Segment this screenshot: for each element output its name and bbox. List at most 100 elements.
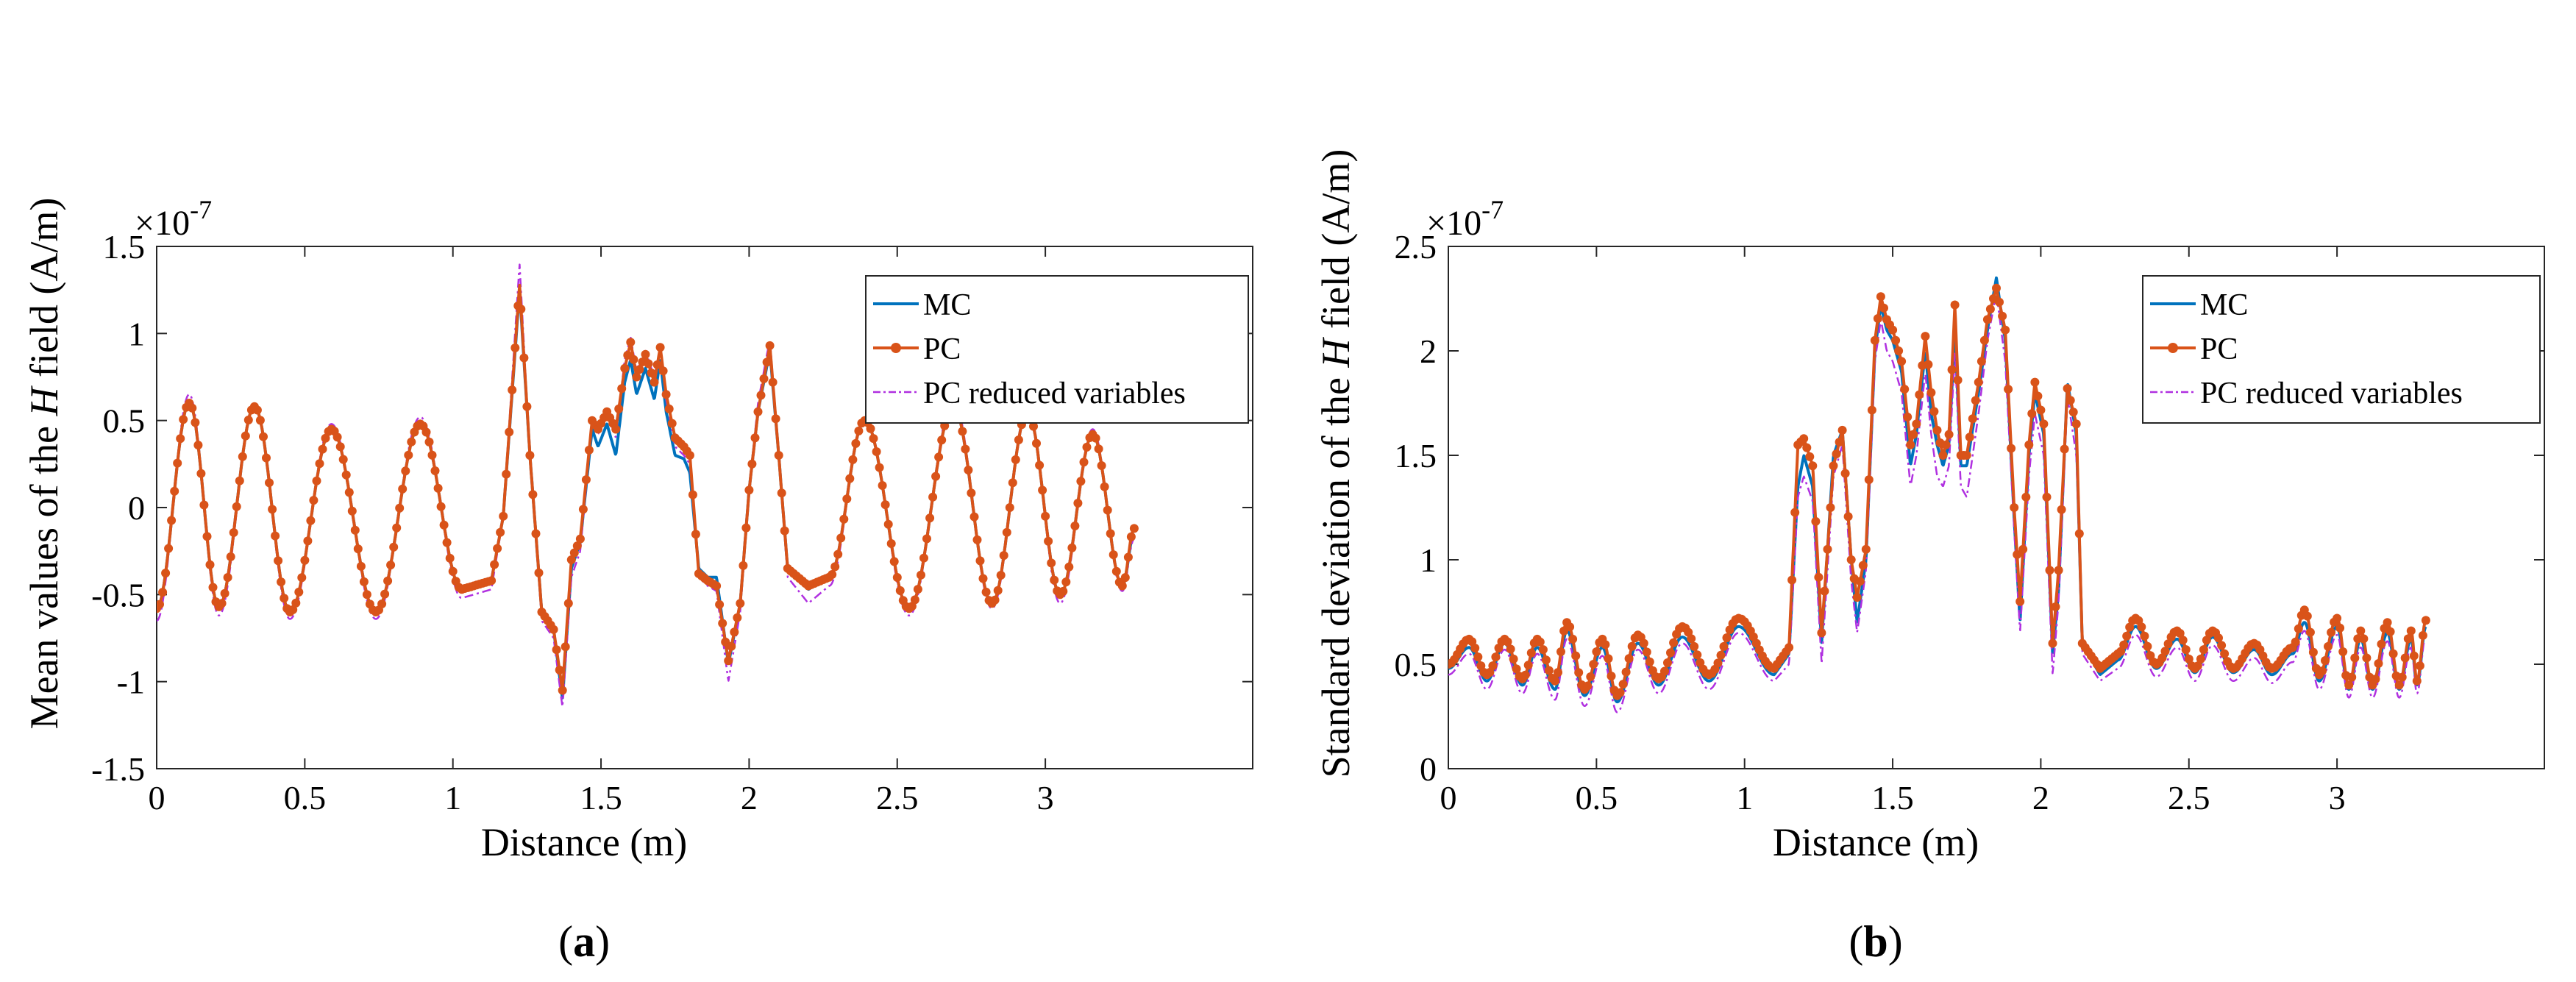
series-markers-pc <box>1448 283 2430 700</box>
panel-label-close: ) <box>1888 917 1903 966</box>
pc-marker <box>424 437 434 446</box>
y-tick-label: 2 <box>1420 332 1437 370</box>
pc-marker <box>1870 335 1879 345</box>
pc-marker <box>990 595 1000 605</box>
y-tick-label: 0.5 <box>103 402 146 440</box>
y-tick-label: 0 <box>128 489 145 527</box>
pc-marker <box>2060 444 2069 454</box>
pc-marker <box>1097 461 1106 470</box>
pc-marker <box>229 528 238 537</box>
pc-marker <box>2013 549 2022 559</box>
pc-marker <box>1690 641 1699 651</box>
pc-marker <box>1888 325 1898 335</box>
pc-marker <box>1604 654 1613 663</box>
pc-marker <box>839 514 849 524</box>
pc-marker <box>2175 629 2185 638</box>
pc-marker <box>2347 672 2357 682</box>
y-axis-label-suffix: field (A/m) <box>1314 149 1358 339</box>
pc-marker <box>2418 630 2427 640</box>
pc-marker <box>157 599 164 609</box>
pc-marker <box>733 613 742 622</box>
pc-marker <box>762 357 772 367</box>
pc-marker <box>398 484 408 494</box>
x-tick-label: 0.5 <box>1576 779 1618 816</box>
pc-marker <box>1785 643 1794 652</box>
pc-marker <box>404 450 413 460</box>
pc-marker <box>2184 654 2193 663</box>
pc-marker <box>1814 572 1824 582</box>
pc-marker <box>179 415 188 424</box>
pc-marker <box>297 573 307 583</box>
pc-marker <box>1669 638 1679 647</box>
pc-marker <box>2010 503 2019 512</box>
pc-marker <box>836 533 846 543</box>
pc-marker <box>828 570 837 579</box>
pc-marker <box>1064 562 1074 572</box>
pc-marker <box>490 560 499 569</box>
pc-marker <box>1876 292 1885 302</box>
pc-marker <box>315 459 324 469</box>
legend-entry: PC reduced variables <box>923 377 1186 410</box>
pc-marker <box>2333 613 2342 623</box>
pc-marker <box>996 571 1006 580</box>
pc-marker <box>1666 648 1675 658</box>
y-tick-label: -1 <box>117 663 145 701</box>
pc-marker <box>1802 443 1812 452</box>
pc-marker <box>1926 388 1936 397</box>
pc-marker <box>549 625 558 634</box>
pc-marker <box>774 451 783 460</box>
pc-marker <box>958 427 967 436</box>
legend-entry: MC <box>2200 288 2248 322</box>
pc-marker <box>226 552 235 561</box>
pc-marker <box>1061 577 1071 587</box>
pc-marker <box>1079 458 1089 467</box>
pc-marker <box>312 476 321 485</box>
pc-marker <box>338 455 348 464</box>
pc-marker <box>1663 658 1672 667</box>
pc-marker <box>2074 529 2084 538</box>
pc-marker <box>421 427 431 437</box>
pc-marker <box>1971 396 1980 405</box>
series-markers-pc <box>157 301 1139 695</box>
pc-marker <box>2302 611 2312 621</box>
x-tick-label: 2.5 <box>2168 779 2210 816</box>
pc-marker <box>341 470 351 480</box>
pc-marker <box>688 490 697 499</box>
pc-marker <box>655 343 665 352</box>
pc-marker <box>2051 602 2060 611</box>
pc-marker <box>2359 634 2369 644</box>
pc-marker <box>961 444 970 454</box>
pc-marker <box>356 561 366 571</box>
pc-marker <box>306 516 316 525</box>
pc-marker <box>892 573 902 582</box>
pc-marker <box>727 641 736 651</box>
pc-marker <box>2318 666 2327 676</box>
pc-marker <box>629 355 638 364</box>
pc-marker <box>205 560 215 569</box>
pc-marker <box>1879 303 1888 313</box>
pc-marker <box>1826 503 1835 512</box>
pc-marker <box>919 553 928 563</box>
pc-marker <box>883 519 893 529</box>
pc-marker <box>344 488 354 497</box>
x-tick-label: 0.5 <box>284 779 327 816</box>
pc-marker <box>730 627 739 637</box>
y-exponent-power: -7 <box>190 195 212 224</box>
pc-marker <box>427 450 437 460</box>
pc-marker <box>1995 297 2004 307</box>
pc-marker <box>886 539 896 548</box>
pc-marker <box>747 459 757 469</box>
pc-marker <box>386 561 396 570</box>
pc-marker <box>937 435 947 445</box>
pc-marker <box>1858 561 1868 570</box>
pc-marker <box>1941 440 1951 449</box>
pc-marker <box>895 586 905 595</box>
pc-marker <box>1953 375 1963 385</box>
pc-marker <box>993 586 1003 595</box>
pc-marker <box>528 490 538 499</box>
pc-marker <box>534 568 544 577</box>
pc-marker <box>1867 405 1876 415</box>
pc-marker <box>1044 536 1053 546</box>
pc-marker <box>555 665 564 675</box>
legend-marker <box>2168 343 2178 353</box>
